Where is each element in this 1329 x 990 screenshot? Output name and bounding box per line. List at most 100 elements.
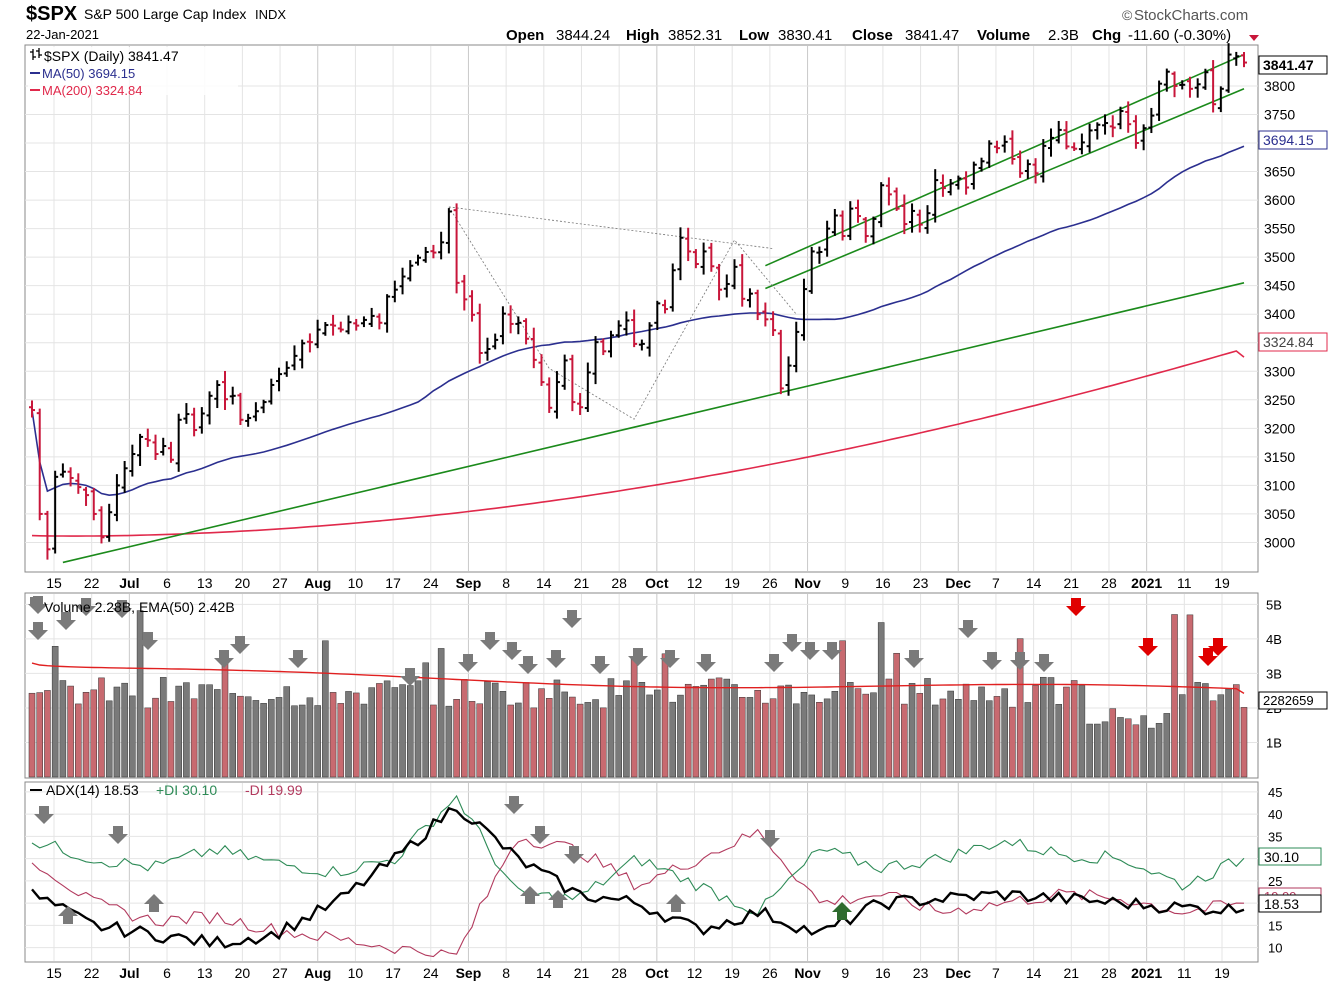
ohlc-bar: [1125, 101, 1132, 133]
price-overlays: [31, 53, 1245, 564]
adx-legend-adx: ADX(14) 18.53: [46, 782, 139, 798]
adx-value-tags: 19.99 30.10 18.53: [1258, 847, 1322, 913]
x-axis-label: 21: [1064, 575, 1080, 591]
close-value-tag: [1258, 55, 1328, 75]
ohlc-bar: [631, 309, 638, 348]
volume-bar: [1001, 688, 1008, 778]
volume-bar: [507, 704, 514, 778]
ohlc-bar: [638, 339, 645, 351]
ohlc-bar: [368, 307, 375, 327]
ohlc-bar: [762, 302, 769, 327]
volume-bar: [553, 679, 561, 778]
ohlc-bar: [862, 217, 869, 243]
volume-bar: [1032, 685, 1039, 778]
ohlc-bar: [1032, 158, 1039, 184]
volume-bar: [190, 698, 198, 778]
x-axis-label-lower: Nov: [794, 965, 821, 981]
x-axis-label-lower: Jul: [119, 965, 139, 981]
x-axis-label-lower: 13: [197, 965, 213, 981]
volume-bar: [538, 688, 545, 778]
volume-bar: [569, 696, 576, 778]
ohlc-bar: [692, 249, 699, 269]
ohlc-bar: [75, 473, 82, 494]
ohlc-bar: [206, 391, 213, 425]
volume-bar: [229, 693, 236, 778]
volume-bar: [59, 680, 67, 778]
ohlc-bar: [1156, 80, 1163, 121]
ohlc-bar: [785, 356, 792, 396]
ohlc-bar: [970, 161, 977, 190]
down-arrow-icon: [764, 654, 784, 672]
down-arrow-icon: [822, 642, 842, 660]
volume-bar: [414, 680, 422, 778]
index-name: S&P 500 Large Cap Index: [84, 6, 246, 22]
down-arrow-icon: [562, 610, 582, 628]
volume-bar: [136, 610, 144, 778]
volume-bar: [1225, 688, 1232, 778]
volume-bar: [947, 690, 954, 778]
x-axis-label-lower: 8: [502, 965, 510, 981]
x-axis-label: 21: [574, 575, 590, 591]
volume-bar: [175, 685, 182, 778]
x-axis-label: Nov: [794, 575, 821, 591]
ohlc-bar: [662, 299, 669, 314]
volume-bar: [105, 700, 113, 778]
volume-bar: [862, 693, 869, 778]
volume-legend: Volume 2.28B, EMA(50) 2.42B: [30, 597, 235, 615]
x-axis-label: 16: [875, 575, 891, 591]
ohlc-bar: [893, 187, 900, 211]
volume-bar: [368, 687, 375, 778]
brand-logo[interactable]: StockCharts.com: [1134, 7, 1248, 24]
volume-bar: [214, 689, 221, 778]
change-label: Chg: [1092, 27, 1121, 44]
x-axis-label-lower: 15: [46, 965, 62, 981]
volume-bar: [738, 697, 746, 778]
adx-panel: [24, 781, 1259, 963]
x-axis-label-lower: 24: [423, 965, 439, 981]
volume-bar: [515, 702, 522, 778]
ma50-line: [31, 145, 1245, 497]
volume-bar: [129, 695, 136, 778]
x-axis-label-lower: Aug: [304, 965, 331, 981]
ohlc-bar: [955, 175, 962, 190]
ohlc-bar: [445, 208, 452, 254]
ohlc-bar: [399, 267, 406, 295]
ohlc-bar: [793, 321, 800, 373]
up-arrow-icon: [144, 894, 164, 912]
up-arrow-icon: [548, 890, 568, 908]
volume-bar: [800, 691, 808, 778]
ohlc-bar: [461, 274, 468, 311]
volume-bar: [167, 701, 175, 778]
volume-bar: [430, 704, 437, 778]
ohlc-bar: [777, 329, 784, 395]
volume-bar: [1047, 677, 1055, 778]
ohlc-bar: [152, 434, 159, 460]
adx-axis-tick: 40: [1268, 807, 1282, 822]
ohlc-bar: [646, 322, 653, 357]
x-axis-label: 28: [611, 575, 627, 591]
ohlc-bar: [1017, 150, 1024, 178]
ohlc-bar: [569, 354, 576, 412]
ohlc-bar: [245, 413, 252, 427]
ohlc-bar: [1217, 86, 1224, 113]
ohlc-bar: [430, 244, 437, 259]
price-axis-tick: 3450: [1264, 278, 1295, 294]
price-axis-tick: 3000: [1264, 534, 1295, 550]
pattern-dotted-line: [448, 206, 797, 420]
volume-bar: [90, 689, 98, 778]
volume-bar: [847, 682, 854, 778]
low-value: 3830.41: [778, 27, 832, 44]
ohlc-bar: [291, 345, 298, 371]
volume-bar: [677, 694, 684, 778]
volume-bar: [352, 692, 360, 778]
volume-bar: [461, 679, 468, 778]
volume-bar: [1101, 721, 1109, 778]
volume-bar: [1155, 723, 1163, 778]
volume-bar: [399, 684, 406, 778]
volume-bar: [82, 691, 90, 778]
ohlc-bar: [1148, 107, 1155, 134]
ohlc-bar: [939, 174, 946, 197]
x-axis-label: Aug: [304, 575, 331, 591]
price-legend-title: $SPX (Daily) 3841.47: [44, 48, 179, 64]
ohlc-bar: [1086, 123, 1093, 153]
